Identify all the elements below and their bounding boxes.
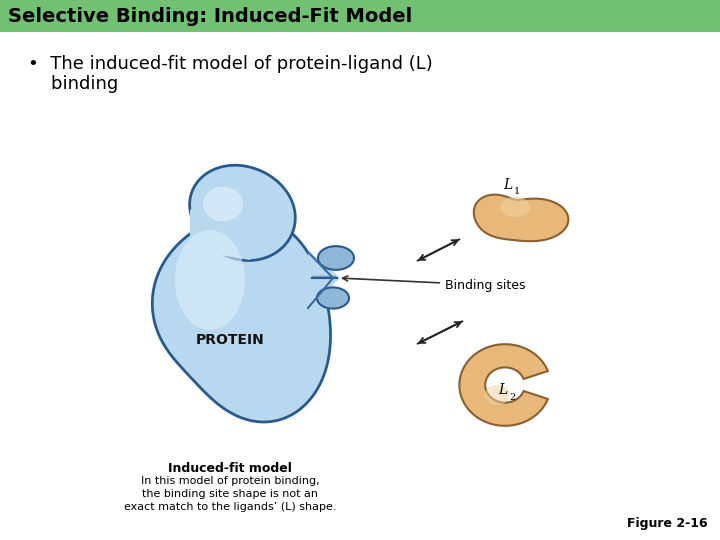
- Text: Figure 2-16: Figure 2-16: [627, 517, 708, 530]
- Text: 1: 1: [514, 187, 520, 197]
- Polygon shape: [474, 194, 568, 241]
- Ellipse shape: [485, 385, 510, 405]
- Bar: [0, 0, 720, 32]
- Polygon shape: [153, 214, 330, 422]
- Polygon shape: [189, 165, 295, 260]
- Text: exact match to the ligands’ (L) shape.: exact match to the ligands’ (L) shape.: [124, 502, 336, 512]
- Ellipse shape: [203, 186, 243, 221]
- Polygon shape: [308, 250, 340, 310]
- Text: PROTEIN: PROTEIN: [196, 333, 264, 347]
- Polygon shape: [190, 175, 270, 260]
- Polygon shape: [318, 246, 354, 270]
- Text: Induced-fit model: Induced-fit model: [168, 462, 292, 475]
- Text: the binding site shape is not an: the binding site shape is not an: [142, 489, 318, 499]
- Text: Binding sites: Binding sites: [343, 276, 526, 292]
- Text: L: L: [503, 178, 513, 192]
- Ellipse shape: [500, 197, 530, 217]
- Polygon shape: [317, 287, 349, 308]
- Text: Selective Binding: Induced-Fit Model: Selective Binding: Induced-Fit Model: [8, 6, 413, 25]
- Polygon shape: [459, 344, 548, 426]
- Ellipse shape: [175, 230, 245, 330]
- Text: 2: 2: [509, 393, 515, 402]
- Text: In this model of protein binding,: In this model of protein binding,: [140, 476, 319, 486]
- Text: binding: binding: [28, 75, 118, 93]
- Text: •  The induced-fit model of protein-ligand (L): • The induced-fit model of protein-ligan…: [28, 55, 433, 73]
- Text: L: L: [498, 383, 508, 397]
